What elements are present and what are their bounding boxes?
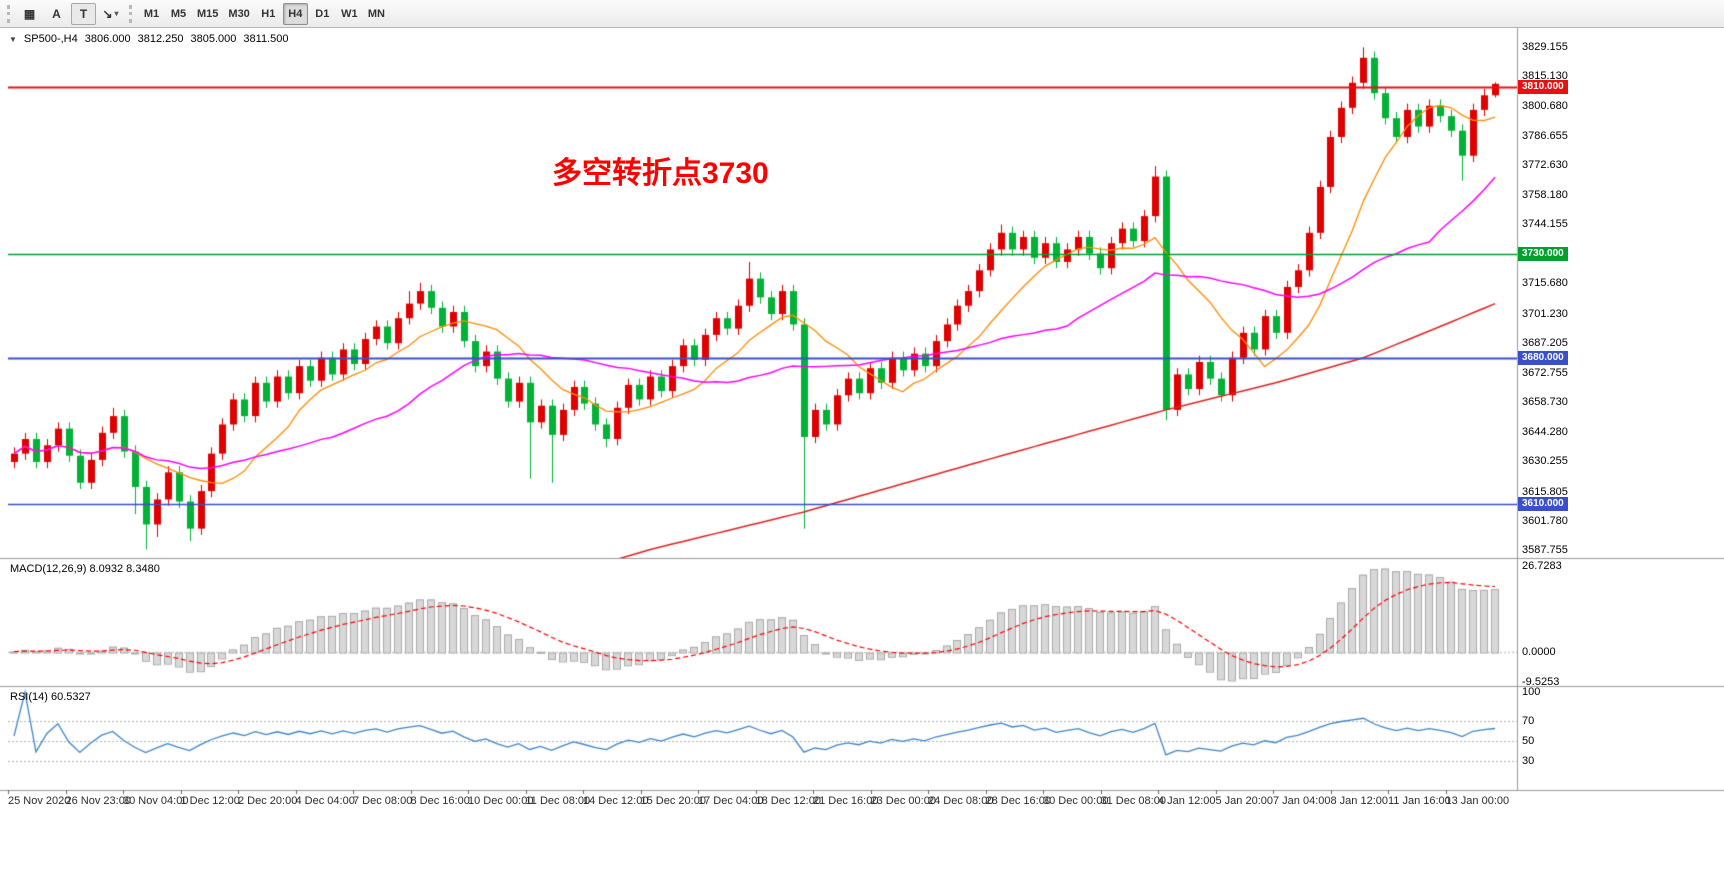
timeframe-m1[interactable]: M1 bbox=[143, 7, 160, 20]
macd-scale-label: 0.0000 bbox=[1522, 645, 1556, 658]
price-scale-label: 3758.180 bbox=[1522, 188, 1568, 201]
time-axis-label: 23 Dec 00:00 bbox=[870, 795, 936, 807]
price-scale-label: 3587.755 bbox=[1522, 543, 1568, 556]
price-scale-label: 3658.730 bbox=[1522, 396, 1568, 409]
time-axis-label: 4 Dec 04:00 bbox=[295, 795, 355, 807]
time-axis-label: 11 Dec 08:00 bbox=[525, 795, 591, 807]
rsi-scale-label: 30 bbox=[1522, 754, 1535, 767]
rsi-scale-label: 100 bbox=[1522, 686, 1541, 698]
time-axis-label: 26 Nov 23:00 bbox=[65, 795, 131, 807]
rsi-label: RSI(14) 60.5327 bbox=[10, 691, 91, 703]
symbol-info: ▼ SP500-,H4 3806.000 3812.250 3805.000 3… bbox=[9, 33, 295, 45]
time-axis-label: 7 Dec 08:00 bbox=[353, 795, 413, 807]
price-scale-label: 3815.130 bbox=[1522, 70, 1568, 83]
macd-scale-label: -9.5253 bbox=[1522, 676, 1560, 688]
time-axis-label: 13 Jan 00:00 bbox=[1445, 795, 1510, 807]
price-tag-3680.000: 3680.000 bbox=[1518, 350, 1568, 365]
close-value: 3811.500 bbox=[243, 33, 289, 45]
time-axis-label: 18 Dec 12:00 bbox=[755, 795, 821, 807]
time-axis-label: 11 Jan 16:00 bbox=[1388, 795, 1451, 807]
time-axis-label: 7 Jan 04:00 bbox=[1273, 795, 1331, 807]
timeframe-w1[interactable]: W1 bbox=[341, 7, 358, 20]
toolbar: ▦ A T ↘ ▾ M1 M5 M15 M30 H1 H4 D1 W1 MN bbox=[0, 0, 1724, 28]
price-scale-label: 3644.280 bbox=[1522, 426, 1568, 439]
price-scale-label: 3744.155 bbox=[1522, 218, 1568, 231]
line-studies-toolbar: ▦ A T ↘ ▾ bbox=[16, 2, 124, 25]
low-value: 3805.000 bbox=[190, 33, 237, 45]
timeframe-m15[interactable]: M15 bbox=[197, 7, 219, 20]
rsi-scale-label: 50 bbox=[1522, 735, 1535, 747]
time-axis-label: 30 Dec 00:00 bbox=[1043, 795, 1109, 807]
price-scale-label: 3701.230 bbox=[1522, 307, 1568, 320]
time-axis-label: 14 Dec 12:00 bbox=[583, 795, 649, 807]
time-axis-label: 24 Dec 08:00 bbox=[928, 795, 994, 807]
price-scale[interactable]: 3829.155 3815.130 3800.680 3786.655 3772.630… bbox=[1517, 28, 1724, 790]
toolbar-drag-handle[interactable] bbox=[7, 4, 11, 23]
price-scale-label: 3630.255 bbox=[1522, 455, 1568, 468]
timeframe-h4[interactable]: H4 bbox=[282, 2, 308, 25]
time-axis-label: 5 Jan 20:00 bbox=[1215, 795, 1274, 807]
time-axis-label: 8 Dec 16:00 bbox=[410, 795, 470, 807]
macd-scale-label: 26.7283 bbox=[1522, 560, 1562, 572]
price-scale-label: 3687.205 bbox=[1522, 336, 1568, 349]
chart-collapse-arrow-icon[interactable]: ▼ bbox=[9, 34, 17, 44]
price-scale-label: 3829.155 bbox=[1522, 41, 1568, 54]
timeframes-toolbar: M1 M5 M15 M30 H1 H4 D1 W1 MN bbox=[138, 2, 390, 25]
price-chart-canvas[interactable] bbox=[0, 28, 1724, 896]
time-axis-label: 15 Dec 20:00 bbox=[640, 795, 706, 807]
dropdown-arrow-icon[interactable]: ▾ bbox=[114, 9, 119, 18]
time-axis-label: 28 Dec 16:00 bbox=[985, 795, 1051, 807]
price-scale-label: 3672.755 bbox=[1522, 366, 1568, 379]
price-scale-label: 3615.805 bbox=[1522, 485, 1568, 498]
macd-label: MACD(12,26,9) 8.0932 8.3480 bbox=[10, 563, 160, 575]
time-axis-label: 25 Nov 2020 bbox=[8, 795, 71, 807]
timeframe-mn[interactable]: MN bbox=[367, 7, 385, 20]
chart-grid-tool[interactable]: ▦ bbox=[23, 6, 36, 21]
price-tag-3810.000: 3810.000 bbox=[1518, 79, 1568, 94]
timeframe-d1[interactable]: D1 bbox=[315, 7, 330, 20]
timeframe-m5[interactable]: M5 bbox=[170, 7, 187, 20]
time-axis-label: 10 Dec 00:00 bbox=[468, 795, 534, 807]
rsi-scale-label: 70 bbox=[1522, 715, 1535, 728]
time-axis-label: 1 Dec 12:00 bbox=[180, 795, 240, 807]
symbol-timeframe-label: SP500-,H4 bbox=[23, 33, 78, 45]
price-tag-3730.000: 3730.000 bbox=[1518, 246, 1568, 261]
price-tag-3610.000: 3610.000 bbox=[1518, 496, 1568, 511]
high-value: 3812.250 bbox=[137, 33, 184, 45]
price-scale-label: 3786.655 bbox=[1522, 129, 1568, 142]
time-axis-label: 2 Dec 20:00 bbox=[238, 795, 298, 807]
annotation-text[interactable]: 多空转折点3730 bbox=[552, 157, 769, 190]
price-scale-label: 3772.630 bbox=[1522, 158, 1568, 171]
toolbar-drag-handle[interactable] bbox=[129, 4, 133, 23]
time-axis-label: 21 Dec 16:00 bbox=[813, 795, 879, 807]
price-scale-label: 3715.680 bbox=[1522, 277, 1568, 290]
price-scale-label: 3601.780 bbox=[1522, 514, 1568, 527]
timeframe-m30[interactable]: M30 bbox=[228, 7, 250, 20]
time-axis-label: 17 Dec 04:00 bbox=[698, 795, 764, 807]
time-axis-label: 4 Jan 12:00 bbox=[1158, 795, 1216, 807]
time-axis-label: 30 Nov 04:00 bbox=[123, 795, 189, 807]
timeframe-h1[interactable]: H1 bbox=[261, 7, 276, 20]
price-scale-label: 3800.680 bbox=[1522, 100, 1568, 113]
open-value: 3806.000 bbox=[84, 33, 131, 45]
time-axis-label: 8 Jan 12:00 bbox=[1330, 795, 1389, 807]
text-label-tool[interactable]: T bbox=[71, 2, 96, 25]
text-tool[interactable]: A bbox=[52, 6, 61, 21]
time-axis-label: 31 Dec 08:00 bbox=[1100, 795, 1166, 807]
arrows-tool[interactable]: ↘ ▾ bbox=[102, 6, 119, 21]
time-axis[interactable]: 25 Nov 2020 26 Nov 23:00 30 Nov 04:00 1 Dec… bbox=[0, 790, 1724, 814]
